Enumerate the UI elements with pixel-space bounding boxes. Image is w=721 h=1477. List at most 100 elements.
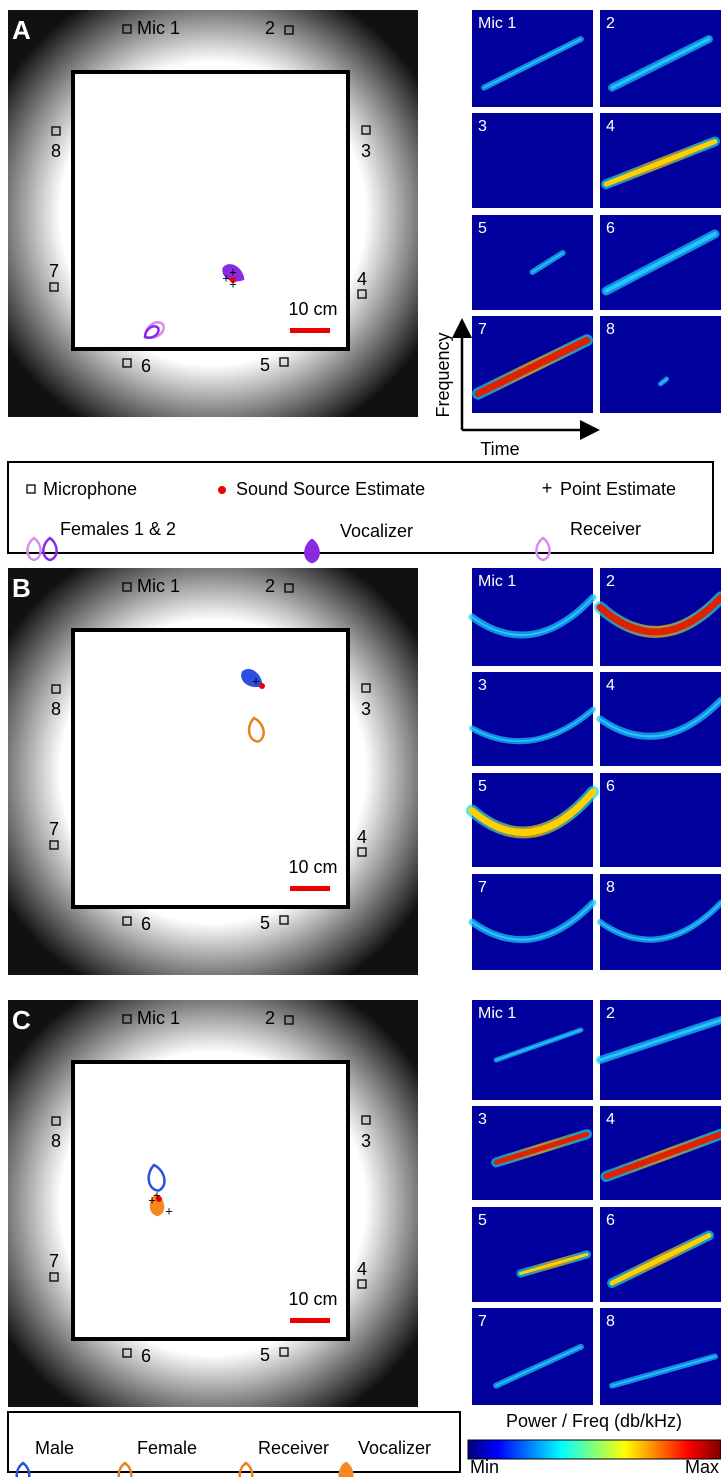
spectrogram-label: 8 xyxy=(606,879,615,896)
call-trace xyxy=(659,378,668,385)
animal-marker xyxy=(117,1461,133,1477)
mic-label: Mic 1 xyxy=(137,576,180,596)
microphone xyxy=(357,847,367,857)
spectrogram-label: Mic 1 xyxy=(478,15,516,32)
mic-label: 4 xyxy=(357,1259,367,1279)
legend-label: Sound Source Estimate xyxy=(236,479,425,499)
call-trace xyxy=(468,788,597,836)
microphone xyxy=(357,289,367,299)
colorbar-max: Max xyxy=(685,1457,719,1477)
scale-bar-label: 10 cm xyxy=(288,1289,337,1309)
microphone xyxy=(49,840,59,850)
panel-label: B xyxy=(12,573,31,603)
spectrogram-label: 2 xyxy=(606,573,615,590)
colorbar xyxy=(467,1439,721,1460)
animal-marker xyxy=(42,536,58,562)
animal-marker xyxy=(535,536,551,562)
spectrogram xyxy=(472,10,593,107)
panel-label: C xyxy=(12,1005,31,1035)
call-trace xyxy=(599,699,721,738)
animal-marker xyxy=(338,1461,354,1477)
call-trace xyxy=(471,901,594,941)
microphone xyxy=(279,357,289,367)
microphone xyxy=(122,582,132,592)
spectrogram xyxy=(472,672,593,766)
spectrogram-label: 4 xyxy=(606,118,615,135)
mic-label: 5 xyxy=(260,1345,270,1365)
microphone xyxy=(122,358,132,368)
microphone xyxy=(122,1014,132,1024)
microphone xyxy=(51,126,61,136)
legend-label: Point Estimate xyxy=(560,479,676,499)
scale-bar-label: 10 cm xyxy=(288,857,337,877)
microphone xyxy=(279,915,289,925)
spectrogram-label: 6 xyxy=(606,1212,615,1229)
microphone xyxy=(284,583,294,593)
mic-label: 6 xyxy=(141,1346,151,1366)
scale-bar xyxy=(290,1318,330,1323)
spectrogram-label: 8 xyxy=(606,1313,615,1330)
microphone xyxy=(284,25,294,35)
spectrogram-label: Mic 1 xyxy=(478,1005,516,1022)
spectrogram xyxy=(472,113,593,208)
animal-marker xyxy=(147,1163,166,1192)
microphone xyxy=(122,1348,132,1358)
point-estimate: + xyxy=(252,673,260,688)
source-estimate xyxy=(230,277,236,283)
spectrogram-label: 7 xyxy=(478,879,487,896)
point-estimate: + xyxy=(165,1203,173,1218)
spectrogram-label: 7 xyxy=(478,321,487,338)
legend-label: Females 1 & 2 xyxy=(60,519,176,539)
mic-label: 3 xyxy=(361,141,371,161)
mic-label: 5 xyxy=(260,913,270,933)
call-trace xyxy=(611,1355,716,1387)
spectrogram-label: 5 xyxy=(478,1212,487,1229)
spectrogram-label: 5 xyxy=(478,778,487,795)
microphone xyxy=(122,916,132,926)
mic-label: 8 xyxy=(51,1131,61,1151)
mic-label: 8 xyxy=(51,141,61,161)
spectrogram-label: 5 xyxy=(478,220,487,237)
legend-label: Receiver xyxy=(570,519,641,539)
source-estimate xyxy=(156,1196,162,1202)
spectrogram-label: Mic 1 xyxy=(478,573,516,590)
spectrogram-label: 6 xyxy=(606,220,615,237)
spectrogram xyxy=(600,316,721,413)
point-estimate: + xyxy=(153,1187,161,1202)
mic-label: Mic 1 xyxy=(137,1008,180,1028)
microphone xyxy=(361,1115,371,1125)
animal-marker xyxy=(26,536,42,562)
legend-dot xyxy=(218,486,226,494)
mic-label: 6 xyxy=(141,914,151,934)
arena-floor xyxy=(71,70,350,351)
animal-marker xyxy=(15,1461,31,1477)
mic-label: 6 xyxy=(141,356,151,376)
arena-floor xyxy=(71,1060,350,1341)
microphone xyxy=(26,484,36,494)
point-estimate: + xyxy=(222,270,230,285)
call-trace xyxy=(495,1029,582,1061)
colorbar-min: Min xyxy=(470,1457,499,1477)
spectrogram-label: 6 xyxy=(606,778,615,795)
microphone xyxy=(357,1279,367,1289)
y-axis-label: Frequency xyxy=(433,332,453,417)
call-trace xyxy=(610,37,711,90)
animal-marker xyxy=(247,716,265,743)
point-estimate: + xyxy=(229,276,237,291)
call-trace xyxy=(483,38,582,89)
call-trace xyxy=(474,336,591,398)
mic-label: 3 xyxy=(361,1131,371,1151)
colorbar-title: Power / Freq (db/kHz) xyxy=(506,1411,682,1431)
mic-label: 7 xyxy=(49,1251,59,1271)
call-trace xyxy=(596,593,721,636)
legend-label: Vocalizer xyxy=(340,521,413,541)
spectrogram-label: 2 xyxy=(606,15,615,32)
call-trace xyxy=(609,1233,712,1286)
scale-bar-label: 10 cm xyxy=(288,299,337,319)
call-trace xyxy=(599,902,721,941)
mic-label: 2 xyxy=(265,18,275,38)
mic-label: 7 xyxy=(49,819,59,839)
spectrogram xyxy=(472,215,593,310)
mic-label: Mic 1 xyxy=(137,18,180,38)
